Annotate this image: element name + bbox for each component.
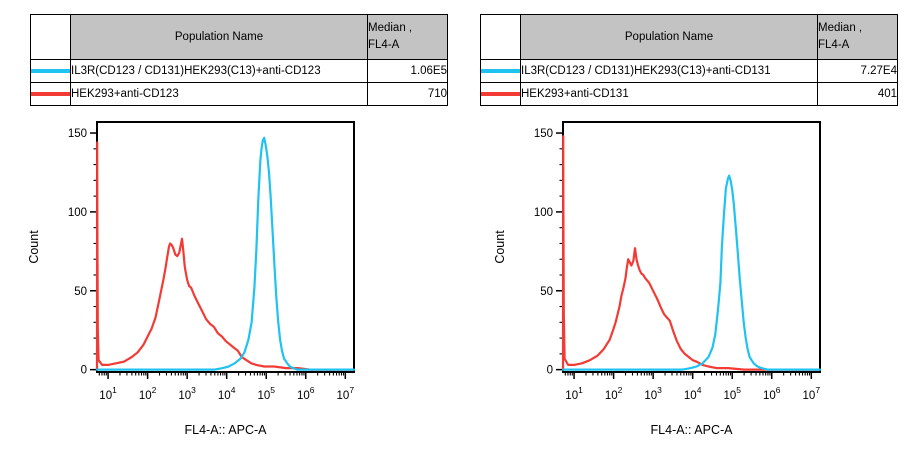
median-header: Median , FL4-A — [817, 14, 898, 60]
swatch-cell — [480, 82, 521, 106]
svg-text:Count: Count — [493, 230, 507, 264]
svg-text:FL4-A:: APC-A: FL4-A:: APC-A — [185, 423, 268, 437]
legend-table-right: Population Name Median , FL4-A IL3R(CD12… — [480, 14, 898, 106]
svg-text:104: 104 — [218, 385, 236, 402]
svg-text:0: 0 — [81, 365, 87, 377]
legend-header-row: Population Name Median , FL4-A — [480, 14, 898, 60]
red-series-swatch — [481, 92, 520, 96]
cyan-series-swatch — [481, 69, 520, 73]
cyan-series-swatch — [31, 69, 70, 73]
median-value-cell: 401 — [817, 82, 898, 106]
svg-text:103: 103 — [644, 385, 662, 402]
svg-text:Count: Count — [27, 230, 41, 264]
svg-text:107: 107 — [803, 385, 821, 402]
swatch-header-cell — [480, 14, 521, 60]
table-row: HEK293+anti-CD123 710 — [30, 82, 448, 106]
legend-header-row: Population Name Median , FL4-A — [30, 14, 448, 60]
svg-text:105: 105 — [723, 385, 741, 402]
swatch-cell — [30, 59, 71, 83]
svg-text:100: 100 — [68, 207, 87, 219]
swatch-header-cell — [30, 14, 71, 60]
median-header-line2: FL4-A — [368, 39, 400, 51]
svg-text:150: 150 — [68, 128, 87, 140]
median-header-line1: Median , — [818, 21, 863, 34]
svg-text:105: 105 — [257, 385, 275, 402]
median-header-line1: Median , — [368, 21, 413, 34]
population-name-cell: HEK293+anti-CD131 — [520, 82, 818, 106]
population-name-header: Population Name — [70, 14, 368, 60]
table-row: IL3R(CD123 / CD131)HEK293(C13)+anti-CD13… — [480, 59, 898, 83]
population-name-cell: IL3R(CD123 / CD131)HEK293(C13)+anti-CD12… — [70, 59, 368, 83]
svg-text:100: 100 — [534, 207, 553, 219]
panel-anti-cd123: Population Name Median , FL4-A IL3R(CD12… — [25, 0, 460, 453]
svg-text:104: 104 — [684, 385, 702, 402]
table-row: HEK293+anti-CD131 401 — [480, 82, 898, 106]
svg-text:0: 0 — [547, 365, 553, 377]
population-name-cell: IL3R(CD123 / CD131)HEK293(C13)+anti-CD13… — [520, 59, 818, 83]
svg-text:103: 103 — [178, 385, 196, 402]
svg-text:50: 50 — [74, 286, 87, 298]
legend-table-left: Population Name Median , FL4-A IL3R(CD12… — [30, 14, 448, 106]
svg-text:FL4-A:: APC-A: FL4-A:: APC-A — [651, 423, 734, 437]
population-name-header: Population Name — [520, 14, 818, 60]
svg-text:101: 101 — [565, 385, 583, 402]
population-name-cell: HEK293+anti-CD123 — [70, 82, 368, 106]
median-value-cell: 1.06E5 — [367, 59, 448, 83]
svg-text:102: 102 — [605, 385, 623, 402]
median-header-line2: FL4-A — [818, 39, 850, 51]
swatch-cell — [30, 82, 71, 106]
table-row: IL3R(CD123 / CD131)HEK293(C13)+anti-CD12… — [30, 59, 448, 83]
svg-text:50: 50 — [540, 286, 553, 298]
svg-text:150: 150 — [534, 128, 553, 140]
svg-text:102: 102 — [139, 385, 157, 402]
svg-text:101: 101 — [99, 385, 117, 402]
median-value-cell: 710 — [367, 82, 448, 106]
svg-text:107: 107 — [337, 385, 355, 402]
median-value-cell: 7.27E4 — [817, 59, 898, 83]
red-series-swatch — [31, 92, 70, 96]
swatch-cell — [480, 59, 521, 83]
panel-anti-cd131: Population Name Median , FL4-A IL3R(CD12… — [475, 0, 907, 453]
median-header: Median , FL4-A — [367, 14, 448, 60]
svg-text:106: 106 — [297, 385, 315, 402]
svg-text:106: 106 — [763, 385, 781, 402]
